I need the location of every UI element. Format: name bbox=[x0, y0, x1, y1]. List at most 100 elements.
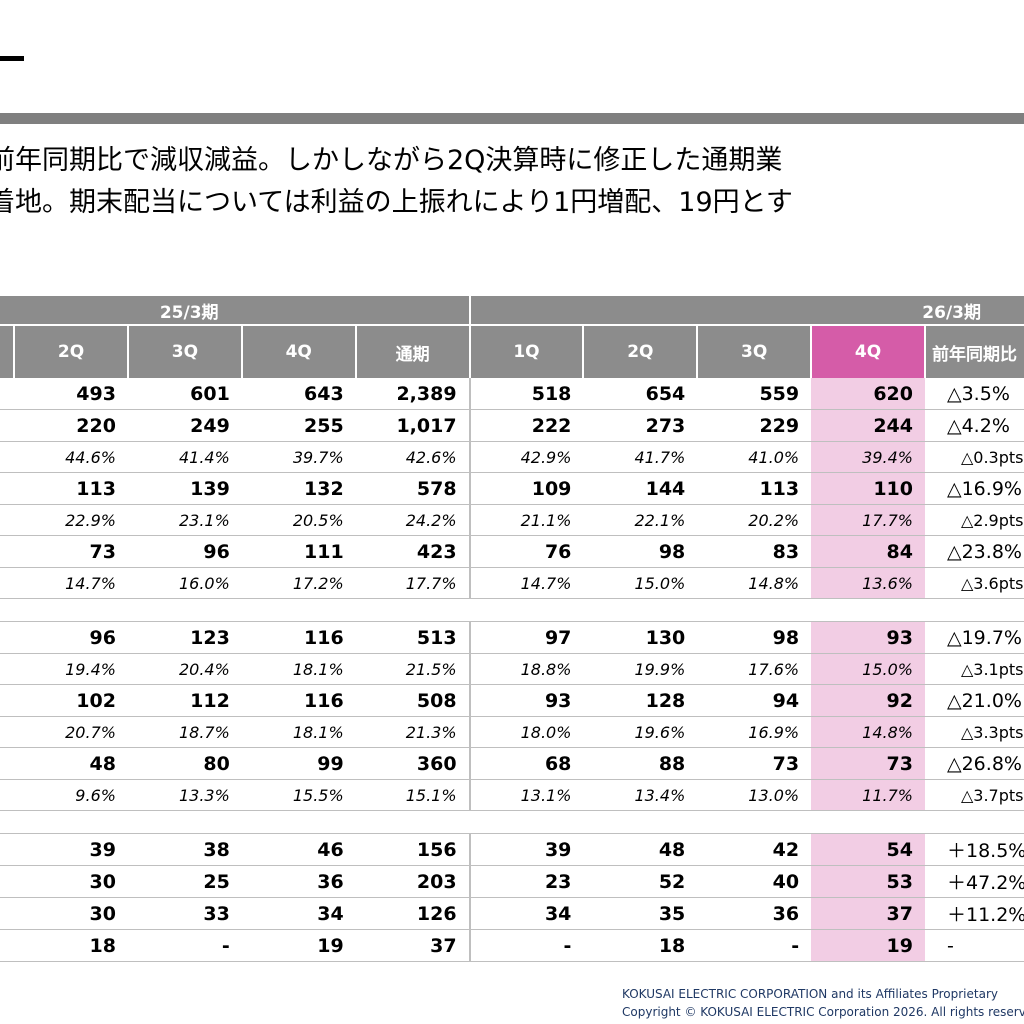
value-cell: 203 bbox=[355, 865, 470, 898]
yoy-cell: △2.9pts bbox=[924, 504, 1024, 536]
row-label-cell bbox=[0, 747, 15, 780]
table-row: 9.6% 13.3% 15.5% 15.1% 13.1% 13.4% 13.0% 11.7% △… bbox=[0, 779, 1024, 811]
value-cell: 44.6% bbox=[14, 441, 128, 473]
value-cell: 20.4% bbox=[127, 653, 242, 685]
value-cell: 559 bbox=[697, 378, 812, 410]
value-cell: - bbox=[468, 929, 584, 962]
highlight-cell: 53 bbox=[811, 865, 925, 898]
spacer-cell bbox=[0, 598, 1024, 622]
row-label-cell bbox=[0, 833, 15, 866]
value-cell: 22.1% bbox=[583, 504, 698, 536]
value-cell: 2,389 bbox=[355, 378, 470, 410]
row-label-cell bbox=[0, 716, 15, 748]
footer-proprietary: KOKUSAI ELECTRIC CORPORATION and its Aff… bbox=[622, 987, 998, 1001]
value-cell: 34 bbox=[468, 897, 584, 930]
row-label-cell bbox=[0, 621, 15, 654]
spacer-row bbox=[0, 810, 1024, 834]
value-cell: 38 bbox=[127, 833, 242, 866]
value-cell: 493 bbox=[14, 378, 128, 410]
yoy-cell: △16.9% bbox=[924, 472, 1024, 505]
value-cell: 13.1% bbox=[468, 779, 584, 811]
yoy-cell: △23.8% bbox=[924, 535, 1024, 568]
value-cell: 36 bbox=[241, 865, 356, 898]
value-cell: 18.1% bbox=[241, 716, 356, 748]
highlight-cell: 14.8% bbox=[811, 716, 925, 748]
value-cell: 21.5% bbox=[355, 653, 470, 685]
period-header-26: 26/3期 bbox=[469, 296, 1024, 325]
value-cell: 1,017 bbox=[355, 409, 470, 442]
value-cell: 80 bbox=[127, 747, 242, 780]
col-header: 2Q bbox=[14, 324, 129, 378]
table-row: 493 601 643 2,389 518 654 559 620 △3.5% bbox=[0, 378, 1024, 410]
col-header: 2Q bbox=[583, 324, 699, 378]
value-cell: 25 bbox=[127, 865, 242, 898]
value-cell: 14.7% bbox=[14, 567, 128, 599]
value-cell: 18.1% bbox=[241, 653, 356, 685]
value-cell: 255 bbox=[241, 409, 356, 442]
value-cell: 21.3% bbox=[355, 716, 470, 748]
value-cell: 96 bbox=[127, 535, 242, 568]
yoy-cell: ＋47.2% bbox=[924, 865, 1024, 898]
period-header-row: 25/3期 26/3期 bbox=[0, 296, 1024, 325]
highlight-cell: 54 bbox=[811, 833, 925, 866]
value-cell: 273 bbox=[583, 409, 698, 442]
value-cell: 18.8% bbox=[468, 653, 584, 685]
col-header: 3Q bbox=[697, 324, 813, 378]
value-cell: 17.2% bbox=[241, 567, 356, 599]
table-row: 30 33 34 126 34 35 36 37 ＋11.2% bbox=[0, 897, 1024, 930]
value-cell: 41.7% bbox=[583, 441, 698, 473]
value-cell: 73 bbox=[14, 535, 128, 568]
value-cell: 24.2% bbox=[355, 504, 470, 536]
period-header-25: 25/3期 bbox=[0, 296, 471, 325]
value-cell: 15.1% bbox=[355, 779, 470, 811]
row-label-cell bbox=[0, 567, 15, 599]
value-cell: 23.1% bbox=[127, 504, 242, 536]
highlight-cell: 92 bbox=[811, 684, 925, 717]
value-cell: 21.1% bbox=[468, 504, 584, 536]
value-cell: 116 bbox=[241, 621, 356, 654]
table-row: 18-19 37-18-19- bbox=[0, 929, 1024, 962]
financial-table: 25/3期 26/3期 2Q 3Q 4Q 通期 1Q 2Q 3Q 4Q 前年同期… bbox=[0, 296, 1024, 962]
value-cell: 41.4% bbox=[127, 441, 242, 473]
table-row: 48 80 99 360 68 88 73 73 △26.8% bbox=[0, 747, 1024, 780]
value-cell: 126 bbox=[355, 897, 470, 930]
value-cell: 19.6% bbox=[583, 716, 698, 748]
table-row: 30 25 36 203 23 52 40 53 ＋47.2% bbox=[0, 865, 1024, 898]
value-cell: 22.9% bbox=[14, 504, 128, 536]
value-cell: 130 bbox=[583, 621, 698, 654]
value-cell: 42.9% bbox=[468, 441, 584, 473]
value-cell: 18.7% bbox=[127, 716, 242, 748]
value-cell: 23 bbox=[468, 865, 584, 898]
value-cell: 112 bbox=[127, 684, 242, 717]
table-row: 22.9% 23.1% 20.5% 24.2% 21.1% 22.1% 20.2% 17.7%… bbox=[0, 504, 1024, 536]
value-cell: 513 bbox=[355, 621, 470, 654]
value-cell: 111 bbox=[241, 535, 356, 568]
highlight-cell: 620 bbox=[811, 378, 925, 410]
value-cell: 116 bbox=[241, 684, 356, 717]
yoy-cell: △19.7% bbox=[924, 621, 1024, 654]
value-cell: 578 bbox=[355, 472, 470, 505]
value-cell: 46 bbox=[241, 833, 356, 866]
yoy-cell: △3.7pts bbox=[924, 779, 1024, 811]
table-row: 73 96 111 423 76 98 83 84 △23.8% bbox=[0, 535, 1024, 568]
value-cell: 601 bbox=[127, 378, 242, 410]
highlight-cell: 15.0% bbox=[811, 653, 925, 685]
value-cell: 109 bbox=[468, 472, 584, 505]
value-cell: 17.7% bbox=[355, 567, 470, 599]
value-cell: 13.4% bbox=[583, 779, 698, 811]
table-row: 113 139 132 578 109 144 113 110 △16.9% bbox=[0, 472, 1024, 505]
value-cell: 20.5% bbox=[241, 504, 356, 536]
value-cell: 39.7% bbox=[241, 441, 356, 473]
value-cell: 20.7% bbox=[14, 716, 128, 748]
value-cell: 13.0% bbox=[697, 779, 812, 811]
highlight-cell: 37 bbox=[811, 897, 925, 930]
highlight-cell: 84 bbox=[811, 535, 925, 568]
table-body: 493 601 643 2,389 518 654 559 620 △3.5% 220 249 255… bbox=[0, 378, 1024, 962]
value-cell: 83 bbox=[697, 535, 812, 568]
yoy-cell: △3.3pts bbox=[924, 716, 1024, 748]
row-label-cell bbox=[0, 653, 15, 685]
summary-line-1: 前年同期比で減収減益。しかしながら2Q決算時に修正した通期業 bbox=[0, 145, 783, 176]
yoy-cell: △3.1pts bbox=[924, 653, 1024, 685]
value-cell: 18.0% bbox=[468, 716, 584, 748]
table-row: 19.4% 20.4% 18.1% 21.5% 18.8% 19.9% 17.6% 15.0%… bbox=[0, 653, 1024, 685]
